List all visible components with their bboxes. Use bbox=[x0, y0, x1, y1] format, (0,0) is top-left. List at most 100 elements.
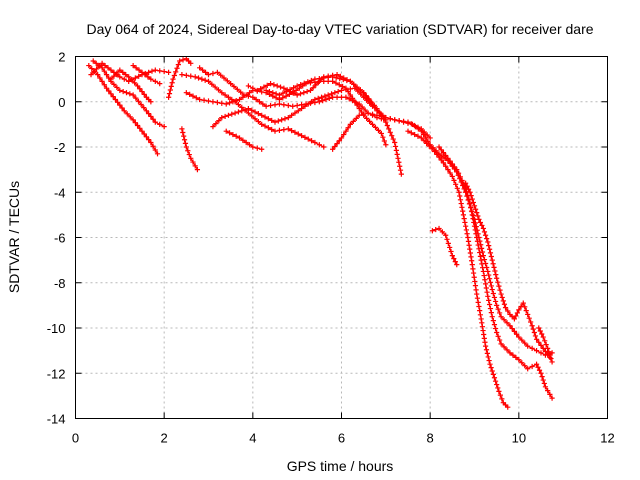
data-point bbox=[182, 140, 189, 146]
data-point bbox=[127, 91, 133, 97]
data-point bbox=[190, 159, 196, 165]
data-point bbox=[259, 112, 265, 118]
data-point bbox=[452, 259, 458, 265]
data-point bbox=[166, 69, 172, 75]
data-point bbox=[482, 232, 489, 238]
data-point bbox=[393, 147, 399, 153]
data-point bbox=[259, 89, 265, 95]
data-point bbox=[154, 151, 161, 157]
data-point bbox=[199, 67, 206, 73]
data-point bbox=[516, 307, 522, 313]
data-point bbox=[522, 363, 528, 369]
data-point bbox=[180, 129, 186, 136]
data-point bbox=[496, 388, 502, 394]
data-point bbox=[516, 334, 522, 340]
data-point bbox=[469, 212, 475, 218]
data-point bbox=[166, 91, 173, 97]
data-point bbox=[313, 82, 319, 88]
data-point bbox=[501, 344, 507, 350]
data-point bbox=[210, 99, 216, 105]
data-point bbox=[127, 114, 133, 120]
data-point bbox=[326, 95, 332, 101]
data-point bbox=[486, 297, 492, 303]
data-point bbox=[467, 189, 473, 195]
data-point bbox=[333, 75, 339, 81]
data-point bbox=[171, 72, 177, 79]
data-point bbox=[361, 111, 367, 117]
data-point bbox=[482, 281, 489, 287]
data-point bbox=[489, 257, 495, 263]
data-point bbox=[246, 90, 253, 96]
data-point bbox=[507, 323, 513, 329]
data-point bbox=[281, 85, 287, 91]
data-point bbox=[295, 131, 301, 137]
data-point bbox=[457, 197, 464, 203]
data-point bbox=[347, 121, 353, 127]
series-sat-t bbox=[536, 325, 555, 365]
data-point bbox=[443, 152, 449, 159]
data-point bbox=[494, 275, 500, 281]
data-point bbox=[157, 121, 163, 127]
data-point bbox=[343, 87, 349, 93]
data-point bbox=[514, 310, 520, 316]
data-point bbox=[494, 381, 500, 388]
data-point bbox=[183, 144, 189, 150]
data-point bbox=[260, 101, 266, 107]
data-point bbox=[480, 253, 486, 259]
data-point bbox=[492, 378, 499, 384]
data-point bbox=[397, 167, 404, 173]
data-point bbox=[295, 108, 301, 114]
data-point bbox=[536, 325, 542, 331]
data-point bbox=[123, 90, 130, 96]
data-point bbox=[297, 91, 304, 97]
data-point bbox=[447, 158, 453, 164]
data-point bbox=[541, 380, 547, 387]
data-point bbox=[132, 75, 138, 81]
data-point bbox=[380, 134, 386, 140]
data-point bbox=[504, 347, 510, 353]
x-tick-label: 10 bbox=[512, 431, 526, 446]
data-point bbox=[269, 117, 275, 124]
data-point bbox=[548, 355, 554, 362]
data-point bbox=[525, 343, 531, 349]
data-point bbox=[478, 257, 484, 263]
data-point bbox=[469, 262, 475, 268]
data-point bbox=[146, 111, 152, 117]
y-tick-label: -12 bbox=[47, 366, 66, 381]
data-point bbox=[101, 82, 107, 88]
data-point bbox=[130, 92, 136, 98]
data-point bbox=[476, 246, 482, 252]
data-point bbox=[135, 98, 142, 104]
data-point bbox=[387, 129, 393, 135]
data-point bbox=[226, 130, 233, 136]
data-point bbox=[381, 138, 387, 144]
data-point bbox=[464, 183, 470, 189]
data-point bbox=[487, 279, 494, 285]
data-point bbox=[152, 147, 158, 153]
data-point bbox=[126, 78, 132, 84]
data-point bbox=[161, 68, 167, 75]
data-point bbox=[150, 116, 156, 122]
data-point bbox=[233, 98, 239, 104]
data-point bbox=[223, 128, 229, 134]
data-point bbox=[488, 364, 494, 371]
data-point bbox=[337, 76, 343, 82]
data-point bbox=[447, 170, 453, 176]
data-point bbox=[119, 105, 125, 111]
data-point bbox=[202, 77, 208, 83]
data-point bbox=[464, 231, 470, 237]
data-point bbox=[181, 137, 188, 143]
data-point bbox=[421, 129, 427, 135]
data-point bbox=[150, 143, 156, 149]
data-point bbox=[143, 134, 150, 140]
data-point bbox=[101, 68, 107, 74]
data-point bbox=[115, 99, 121, 105]
data-point bbox=[130, 117, 136, 123]
data-point bbox=[485, 268, 491, 275]
data-point bbox=[469, 258, 475, 264]
data-point bbox=[495, 333, 501, 339]
data-point bbox=[389, 133, 395, 139]
data-point bbox=[415, 133, 421, 139]
data-point bbox=[384, 122, 390, 129]
data-point bbox=[320, 98, 326, 104]
